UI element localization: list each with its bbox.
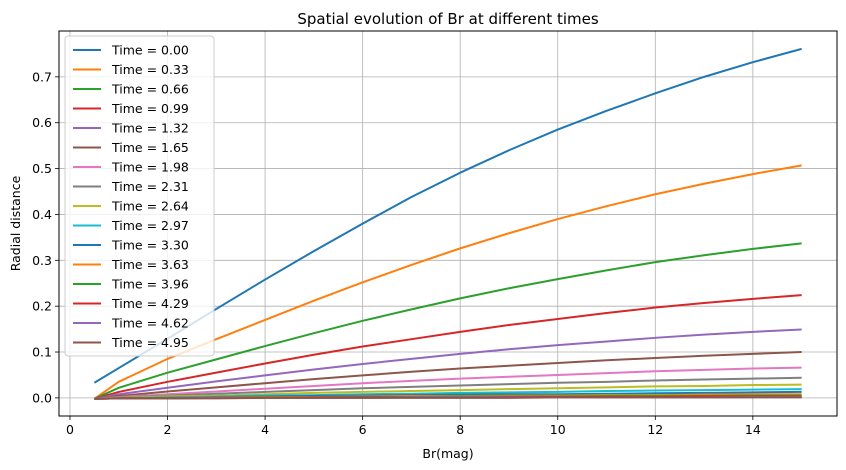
legend-label: Time = 1.98: [111, 160, 189, 175]
x-tick-label: 12: [647, 422, 663, 437]
x-tick-label: 0: [66, 422, 74, 437]
legend-label: Time = 0.00: [111, 43, 189, 58]
legend-box: [64, 35, 215, 357]
series-line-5: [94, 351, 802, 400]
series-line-15: [94, 396, 802, 400]
x-tick-label: 6: [359, 422, 367, 437]
legend-label: Time = 3.96: [111, 277, 189, 292]
y-axis-label: Radial distance: [8, 175, 23, 271]
y-axis-ticks: 0.0 0.1 0.2 0.3 0.4 0.5 0.6 0.7: [32, 69, 59, 405]
legend-label: Time = 0.33: [111, 62, 189, 77]
legend-label: Time = 1.65: [111, 140, 189, 155]
legend-label: Time = 3.63: [111, 257, 189, 272]
x-tick-label: 10: [550, 422, 566, 437]
y-tick-label: 0.6: [32, 115, 52, 130]
legend-label: Time = 3.30: [111, 238, 189, 253]
legend: Time = 0.00 Time = 0.33 Time = 0.66 Time = …: [64, 35, 215, 357]
legend-label: Time = 4.62: [111, 316, 189, 331]
series-line-4: [94, 328, 802, 400]
legend-label: Time = 4.95: [111, 335, 189, 350]
legend-label: Time = 2.64: [111, 199, 189, 214]
x-tick-label: 8: [456, 422, 464, 437]
chart-title: Spatial evolution of Br at different tim…: [297, 10, 599, 28]
series-lines: [93, 47, 802, 400]
x-tick-label: 4: [261, 422, 269, 437]
legend-label: Time = 0.99: [111, 101, 189, 116]
plot-frame: [58, 30, 838, 417]
y-tick-label: 0.4: [32, 207, 52, 222]
x-axis-label: Br(mag): [422, 446, 473, 461]
legend-label: Time = 0.66: [111, 82, 189, 97]
x-axis-ticks: 0 2 4 6 8 10 12 14: [66, 416, 761, 437]
x-tick-label: 14: [745, 422, 761, 437]
series-line-2: [93, 242, 802, 400]
y-tick-label: 0.3: [32, 253, 52, 268]
legend-label: Time = 2.97: [111, 218, 189, 233]
series-line-6: [94, 366, 802, 400]
series-line-3: [94, 294, 802, 400]
legend-label: Time = 2.31: [111, 179, 189, 194]
series-line-7: [94, 376, 802, 400]
y-tick-label: 0.7: [32, 69, 52, 84]
y-tick-label: 0.5: [32, 161, 52, 176]
y-tick-label: 0.0: [32, 390, 52, 405]
y-tick-label: 0.1: [32, 345, 52, 360]
legend-label: Time = 1.32: [111, 121, 189, 136]
legend-label: Time = 4.29: [111, 296, 189, 311]
x-tick-label: 2: [164, 422, 172, 437]
y-tick-label: 0.2: [32, 299, 52, 314]
